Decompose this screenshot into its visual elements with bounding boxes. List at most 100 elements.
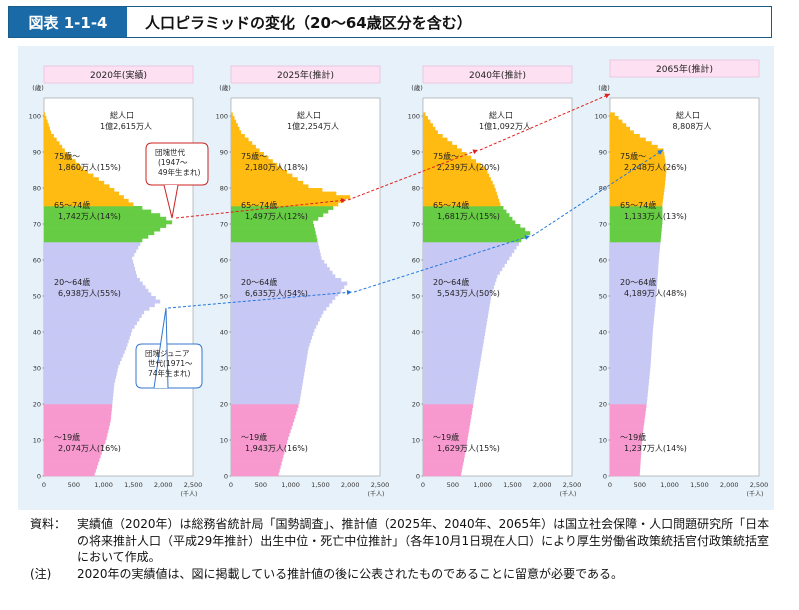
- age-bar: [231, 270, 333, 275]
- age-bar: [610, 465, 641, 470]
- age-bar: [610, 242, 661, 246]
- age-bar: [610, 303, 656, 308]
- age-bar: [423, 371, 479, 376]
- age-bar: [44, 382, 115, 387]
- age-bar: [44, 274, 137, 279]
- age-bar: [231, 321, 319, 326]
- age-group-value: 1,497万人(12%): [245, 212, 308, 221]
- y-tick-label: 50: [599, 293, 607, 301]
- age-bar: [44, 206, 143, 210]
- age-bar: [44, 378, 116, 383]
- age-bar: [231, 418, 295, 423]
- age-bar: [44, 396, 113, 401]
- age-bar: [423, 317, 488, 322]
- age-bar: [610, 245, 660, 250]
- age-bar: [610, 148, 664, 153]
- age-bar: [423, 306, 490, 311]
- dankai-junior-callout-box: [135, 343, 203, 389]
- age-bar: [423, 339, 484, 344]
- y-tick-label: 80: [412, 185, 420, 193]
- x-tick-label: 2,500: [750, 481, 769, 489]
- junior-arrow-1: [167, 291, 353, 309]
- age-group-label: 75歳～: [241, 151, 267, 161]
- age-bar: [44, 162, 80, 167]
- age-bar: [44, 461, 99, 466]
- y-tick-label: 10: [599, 437, 607, 445]
- age-bar: [44, 144, 63, 149]
- age-bar: [610, 170, 667, 174]
- age-bar: [44, 281, 143, 286]
- age-bar: [231, 414, 296, 419]
- age-bar: [44, 368, 118, 372]
- age-bar: [231, 141, 253, 146]
- age-bar: [423, 386, 477, 390]
- age-bar: [610, 443, 642, 448]
- age-bar: [231, 407, 298, 412]
- age-bar: [610, 400, 647, 405]
- y-tick-label: 70: [33, 221, 41, 229]
- age-bar: [610, 134, 640, 138]
- age-bar: [231, 206, 334, 210]
- age-bar: [610, 364, 651, 369]
- age-bar: [44, 342, 128, 347]
- age-bar: [423, 429, 469, 434]
- age-bar: [610, 119, 623, 124]
- age-bar: [44, 324, 135, 329]
- age-group-label: ～19歳: [54, 432, 80, 442]
- age-bar: [423, 458, 465, 462]
- age-bar: [231, 375, 304, 380]
- age-bar: [44, 238, 143, 243]
- age-bar: [610, 112, 615, 117]
- age-bar: [423, 443, 467, 448]
- note-text: 2020年の実績値は、図に掲載している推計値の後に公表されたものであることに留意…: [77, 566, 623, 581]
- age-bar: [423, 310, 489, 315]
- age-bar: [44, 245, 139, 250]
- age-bar: [44, 465, 98, 470]
- age-bar: [610, 407, 646, 412]
- age-bar: [610, 378, 650, 383]
- age-bar: [423, 206, 504, 210]
- age-bar: [610, 260, 659, 264]
- age-bar: [44, 270, 137, 275]
- age-bar: [231, 450, 285, 455]
- age-bar: [423, 116, 428, 120]
- age-bar: [231, 281, 348, 286]
- age-bar: [423, 278, 497, 282]
- age-bar: [423, 173, 490, 178]
- age-bar: [44, 170, 89, 174]
- age-bar: [231, 188, 323, 192]
- age-bar: [231, 177, 298, 182]
- age-bar: [423, 418, 471, 423]
- age-bar: [44, 306, 150, 311]
- age-bar: [231, 112, 233, 117]
- y-tick-label: 100: [595, 113, 607, 121]
- age-bar: [44, 443, 105, 448]
- age-bar: [610, 429, 644, 434]
- chart-panel: 2020年(実績) (歳) 0 10 20 30 40 50 60 70 80 90 100 0 500 1,…: [18, 46, 774, 510]
- age-bar: [610, 375, 650, 380]
- age-bar: [610, 288, 657, 293]
- age-bar: [610, 404, 647, 408]
- age-bar: [423, 188, 496, 192]
- age-bar: [423, 144, 457, 149]
- age-bar: [610, 350, 652, 354]
- age-bar: [44, 130, 52, 135]
- age-bar: [44, 198, 129, 203]
- age-bar: [423, 472, 462, 477]
- age-bar: [610, 116, 619, 120]
- age-bar: [610, 306, 656, 311]
- x-axis-unit: (千人): [560, 490, 577, 498]
- age-bar: [610, 454, 641, 459]
- age-bar: [423, 324, 487, 329]
- age-bar: [231, 263, 328, 268]
- x-tick-label: 2,500: [184, 481, 203, 489]
- age-bar: [44, 263, 135, 268]
- age-bar: [423, 134, 443, 138]
- x-tick-label: 1,000: [473, 481, 492, 489]
- age-bar: [231, 198, 345, 203]
- age-bar: [610, 216, 663, 221]
- y-tick-label: 60: [220, 257, 228, 265]
- x-tick-label: 500: [255, 481, 267, 489]
- age-bar: [44, 328, 133, 333]
